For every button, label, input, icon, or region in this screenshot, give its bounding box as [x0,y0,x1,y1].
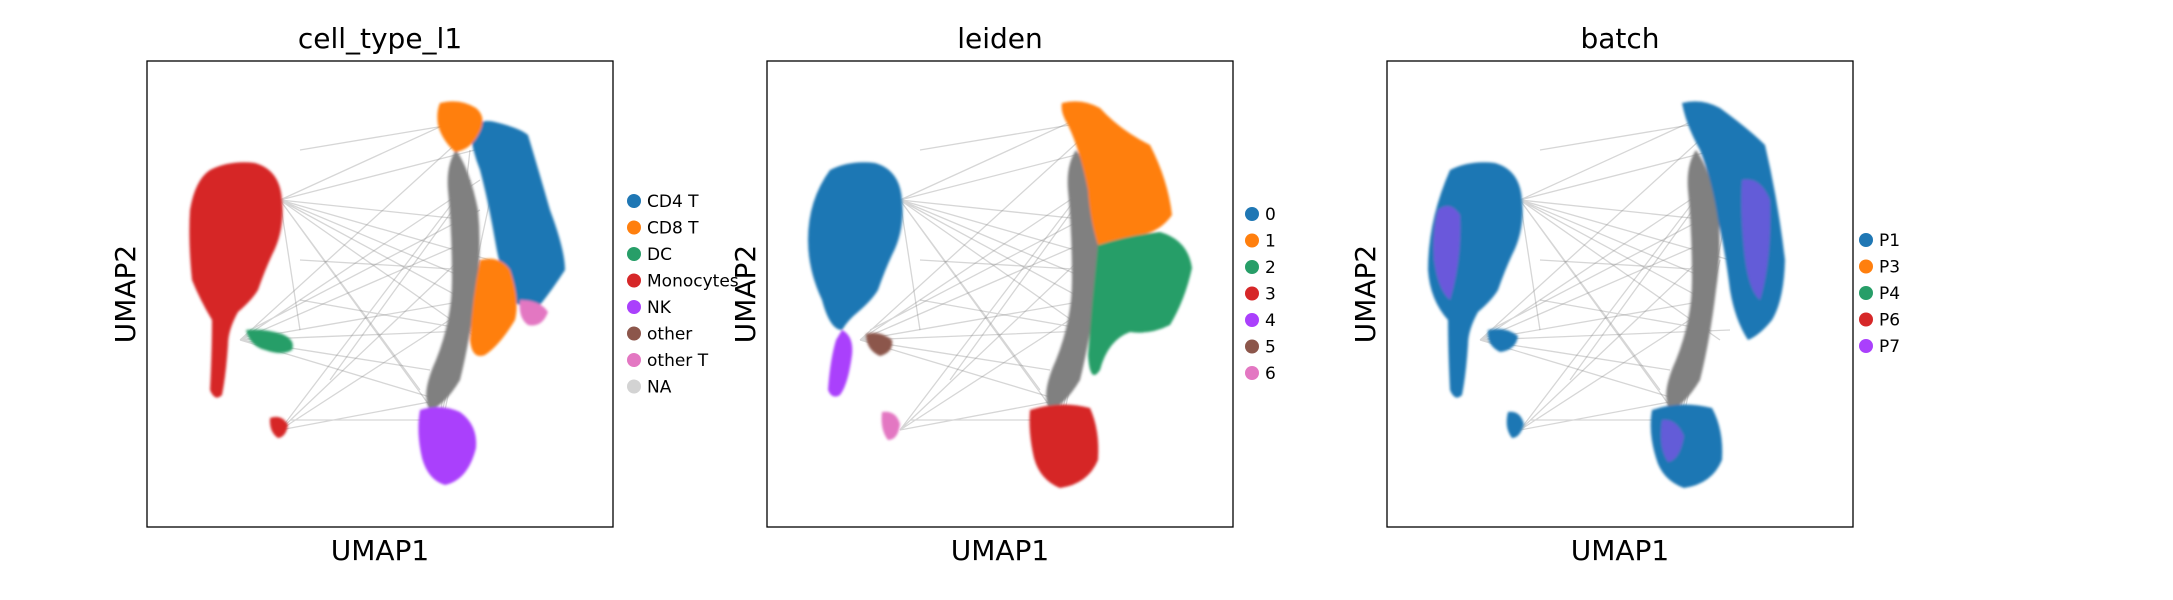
legend-marker [627,220,641,235]
panel-title: batch [1580,22,1659,55]
legend-label: NK [647,298,672,318]
legend-marker [1859,339,1873,353]
cluster-cd4-t [470,121,565,307]
cell-clusters [1428,101,1785,488]
cluster-3 [1029,404,1099,488]
legend-label: CD8 T [647,219,699,239]
edge-bundle [1479,139,1731,401]
x-axis-label: UMAP1 [951,534,1050,567]
legend-label: 1 [1265,232,1276,252]
cluster-bottom-p7 [1660,419,1684,462]
cluster-right-p7 [1741,179,1771,300]
legend-label: P6 [1879,311,1900,331]
panel-title: leiden [957,22,1043,55]
plot-area [808,101,1192,488]
legend-marker [1859,259,1873,274]
legend-marker [627,273,641,288]
legend-marker [627,353,641,367]
legend-marker [1859,286,1873,300]
cluster-left-small [1487,328,1518,352]
legend-label: other [647,325,692,345]
legend-marker [627,247,641,261]
legend: CD4 T CD8 T DC Monocytes NK other other T NA [627,192,739,398]
edge-bundle [239,139,491,401]
edge-bundle [279,179,471,431]
legend-marker [627,194,641,208]
legend-marker [627,379,641,394]
legend-marker [1859,312,1873,327]
legend-label: Monocytes [647,272,739,292]
cluster-monocytes-small [269,416,288,438]
legend-label: 6 [1265,364,1276,384]
cluster-left-p7 [1433,206,1461,300]
legend-label: NA [647,378,672,398]
legend-marker [1245,286,1259,301]
legend-label: P7 [1879,337,1900,357]
legend-label: 5 [1265,338,1276,358]
plot-frame [146,60,614,528]
x-axis-label: UMAP1 [331,534,430,567]
cluster-0 [808,162,903,330]
legend-label: 2 [1265,258,1276,278]
legend-label: P4 [1879,284,1900,304]
cluster-other-t [519,300,548,326]
cluster-2 [1088,232,1192,375]
y-axis-label: UMAP2 [729,245,762,344]
legend-marker [1859,233,1873,247]
cluster-gray-bridge [1666,150,1720,410]
cluster-cd8-t-lower [470,258,517,356]
cluster-5 [866,332,893,356]
legend-marker [1245,339,1259,354]
cluster-6 [881,411,900,440]
panel-leiden: leiden UMAP1 UMAP2 0 1 2 3 4 5 6 [729,22,1276,567]
legend-label: P3 [1879,258,1900,278]
edge-bundle [1519,119,1731,421]
cell-clusters [189,101,565,485]
edge-bundle [279,119,491,421]
panel-batch: batch UMAP1 UMAP2 P1 P3 P4 P6 P7 [1349,22,1900,567]
plot-area [1428,101,1785,488]
edge-bundle [1519,179,1711,431]
legend-marker [1245,233,1259,248]
cluster-left-tail [1506,411,1524,438]
cluster-nk [418,406,477,485]
plot-frame [1386,60,1854,528]
edge-bundle [899,119,1111,421]
cluster-1 [1061,101,1172,245]
legend-marker [1245,260,1259,274]
legend: P1 P3 P4 P6 P7 [1859,231,1900,357]
legend-label: 4 [1265,311,1276,331]
panel-title: cell_type_l1 [298,22,462,55]
legend-marker [627,300,641,314]
y-axis-label: UMAP2 [109,245,142,344]
legend-marker [627,326,641,341]
legend: 0 1 2 3 4 5 6 [1245,205,1276,384]
legend-label: DC [647,245,672,265]
plot-frame [766,60,1234,528]
legend-label: other T [647,351,709,371]
cluster-gray-bridge [426,150,480,410]
edge-bundle [859,139,1111,401]
cluster-dc [246,329,293,353]
legend-marker [1245,207,1259,221]
legend-label: 0 [1265,205,1276,225]
legend-label: 3 [1265,285,1276,305]
legend-marker [1245,366,1259,380]
cell-clusters [808,101,1192,488]
y-axis-label: UMAP2 [1349,245,1382,344]
cluster-cd8-t [437,101,483,152]
legend-label: P1 [1879,231,1900,251]
edge-bundle [899,179,1091,431]
cluster-4 [828,330,853,397]
cluster-gray-bridge [1046,150,1100,410]
plot-area [189,101,565,485]
x-axis-label: UMAP1 [1571,534,1670,567]
cluster-bottom [1650,404,1723,488]
legend-marker [1245,313,1259,327]
cluster-monocytes [189,162,283,398]
legend-label: CD4 T [647,192,699,212]
panel-cell-type-l1: cell_type_l1 UMAP1 UMAP2 CD4 [109,22,739,567]
